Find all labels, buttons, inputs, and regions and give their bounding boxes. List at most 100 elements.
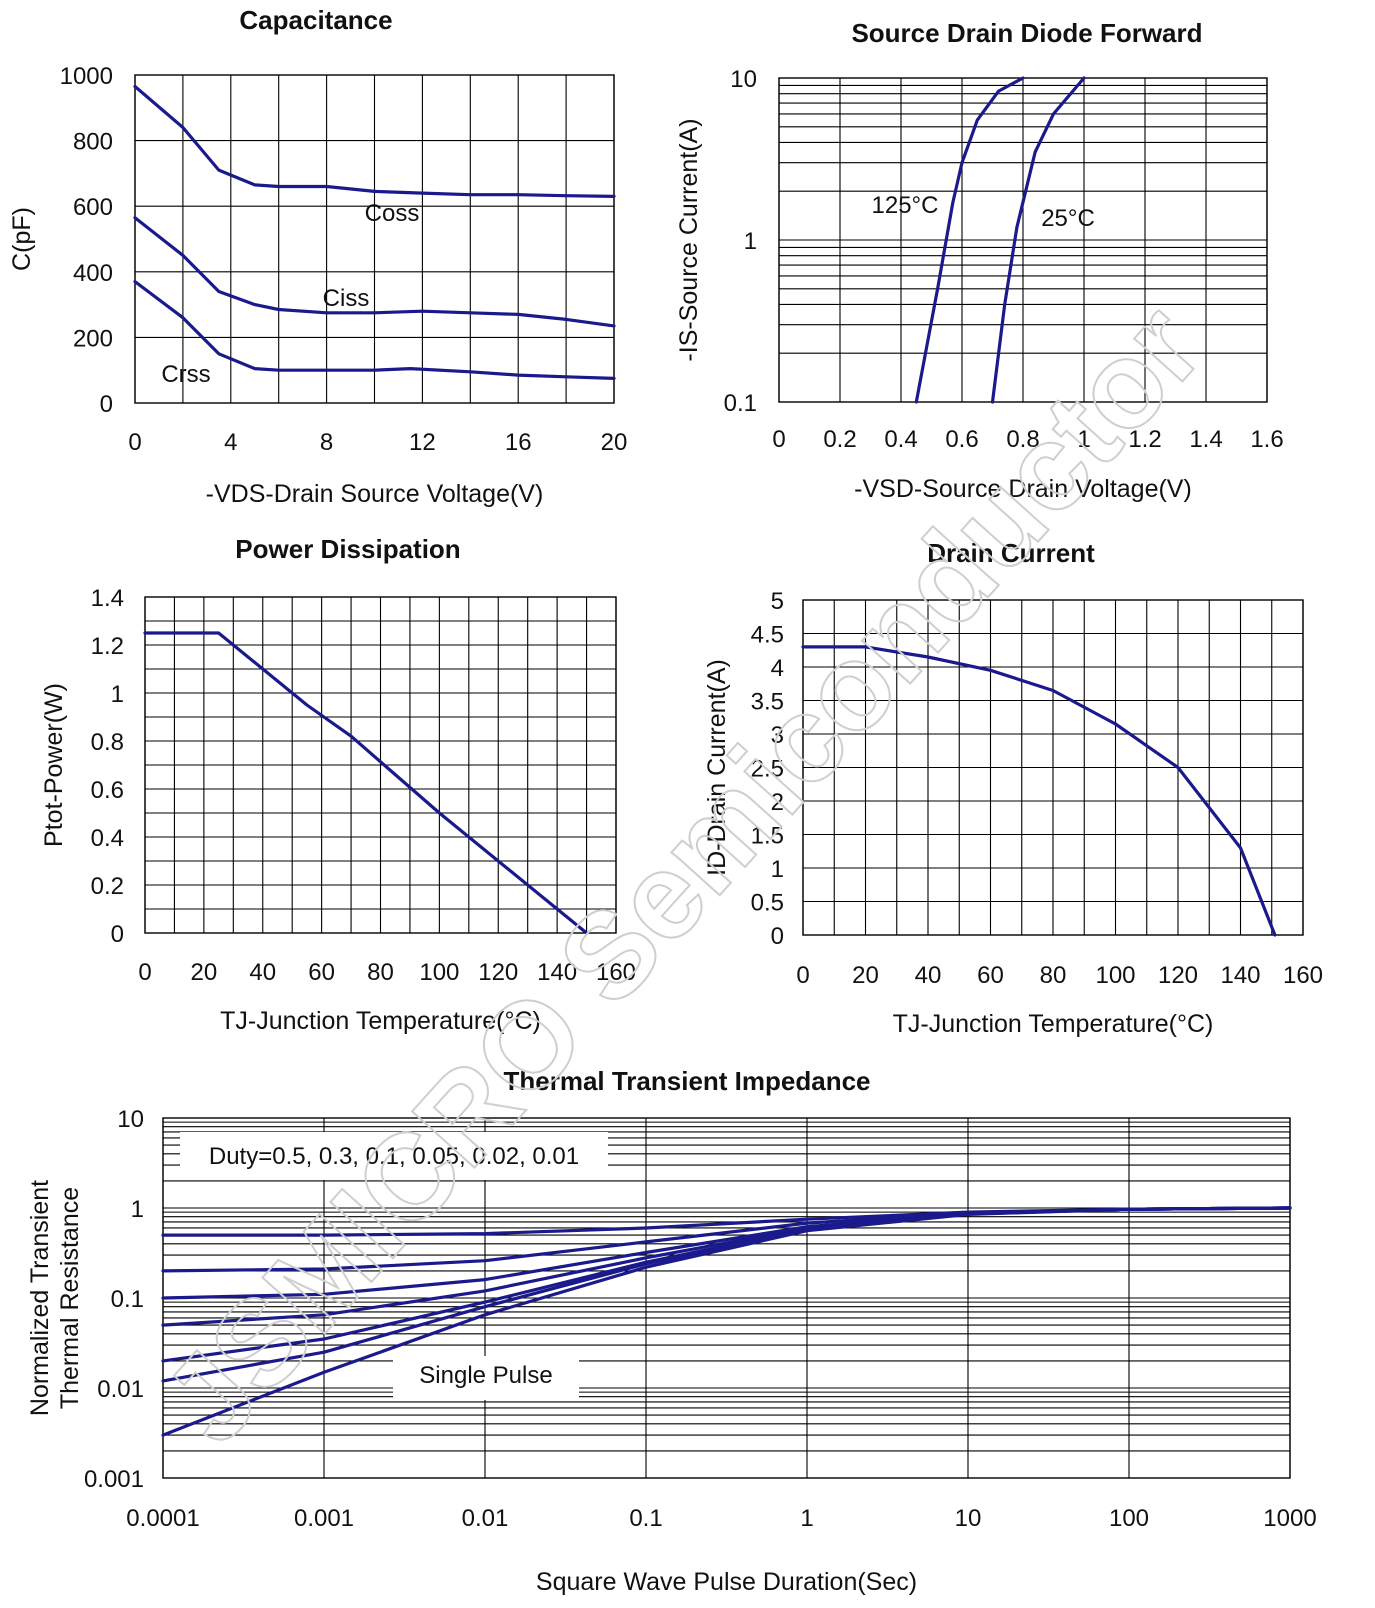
y-tick-label: 1000 xyxy=(60,63,113,90)
x-tick-label: 1 xyxy=(800,1505,813,1532)
series-line-25-c xyxy=(990,76,1086,404)
y-tick-label: 1 xyxy=(744,228,757,255)
chart-title: Power Dissipation xyxy=(235,534,460,564)
chart-panel-5: 0.0001 0.001 0.01 0.1 1 10 100 1000 0.001 0.01 0.1… xyxy=(26,1066,1317,1596)
series-line-1 xyxy=(801,645,1277,937)
x-axis-label: Square Wave Pulse Duration(Sec) xyxy=(536,1568,917,1596)
y-axis-label: C(pF) xyxy=(8,207,36,271)
y-tick-label: 400 xyxy=(73,260,113,287)
chart-panel-2: 0 0.2 0.4 0.6 0.8 1 1.2 1.4 1.6 0.1 1 10 Source Drai… xyxy=(675,18,1284,503)
y-tick-label: 0.001 xyxy=(84,1466,144,1493)
series-line-125-c xyxy=(914,76,1025,404)
x-tick-label: 1.6 xyxy=(1250,426,1283,453)
x-tick-label: 100 xyxy=(1109,1505,1149,1532)
x-tick-label: 20 xyxy=(191,959,218,986)
y-tick-label: 0.01 xyxy=(97,1376,144,1403)
x-tick-label: 16 xyxy=(505,429,532,456)
y-tick-label: 0.6 xyxy=(91,777,124,804)
y-tick-label: 1.5 xyxy=(751,823,784,850)
x-tick-label: 0.6 xyxy=(945,426,978,453)
y-tick-label: 3.5 xyxy=(751,689,784,716)
y-tick-label: 1 xyxy=(131,1196,144,1223)
y-tick-label: 200 xyxy=(73,325,113,352)
gridlines xyxy=(144,596,617,934)
chart-title: Drain Current xyxy=(927,538,1095,568)
x-tick-label: 160 xyxy=(1283,962,1323,989)
duty-annotation: Duty=0.5, 0.3, 0.1, 0.05, 0.02, 0.01 xyxy=(209,1143,579,1170)
y-tick-label: 1.2 xyxy=(91,633,124,660)
series-line-single-pulse xyxy=(161,1206,1292,1437)
x-tick-label: 0.4 xyxy=(884,426,917,453)
x-tick-label: 120 xyxy=(1158,962,1198,989)
chart-title: Capacitance xyxy=(239,5,392,35)
y-tick-label: 1 xyxy=(111,681,124,708)
x-tick-label: 0.8 xyxy=(1006,426,1039,453)
x-tick-label: 1.4 xyxy=(1189,426,1222,453)
plot-frame xyxy=(134,74,615,404)
y-tick-label: 0.1 xyxy=(111,1286,144,1313)
y-axis-label: -IS-Source Current(A) xyxy=(675,118,703,361)
x-tick-label: 100 xyxy=(1095,962,1135,989)
x-tick-label: 140 xyxy=(537,959,577,986)
chart-panel-3: 0 20 40 60 80 100 120 140 160 0 0.2 0.4 0.6 0.8 1 1.2 1.… xyxy=(40,534,636,1035)
y-tick-label: 4 xyxy=(771,655,784,682)
gridlines xyxy=(134,74,615,404)
x-tick-label: 120 xyxy=(478,959,518,986)
y-tick-label: 10 xyxy=(730,66,757,93)
x-tick-label: 0.001 xyxy=(294,1505,354,1532)
x-axis-label: -VDS-Drain Source Voltage(V) xyxy=(206,480,544,508)
series-label: Crss xyxy=(161,361,210,388)
y-axis-label: Normalized Transient xyxy=(26,1180,54,1416)
y-tick-label: 3 xyxy=(771,722,784,749)
x-tick-label: 0.01 xyxy=(462,1505,509,1532)
x-tick-label: 12 xyxy=(409,429,436,456)
y-tick-label: 0 xyxy=(100,391,113,418)
y-tick-label: 0 xyxy=(771,923,784,950)
x-tick-label: 40 xyxy=(249,959,276,986)
series-label: 25°C xyxy=(1041,205,1095,232)
y-axis-label: ID-Drain Current(A) xyxy=(703,659,731,876)
x-tick-label: 0 xyxy=(138,959,151,986)
x-tick-label: 140 xyxy=(1220,962,1260,989)
y-tick-label: 2.5 xyxy=(751,756,784,783)
x-tick-label: 20 xyxy=(852,962,879,989)
y-tick-label: 1.4 xyxy=(91,585,124,612)
x-tick-label: 1000 xyxy=(1263,1505,1316,1532)
x-tick-label: 80 xyxy=(367,959,394,986)
watermark: JSMICRO Semiconductor xyxy=(138,279,1228,1468)
x-tick-label: 80 xyxy=(1040,962,1067,989)
x-tick-label: 0 xyxy=(796,962,809,989)
y-axis-label: Thermal Resistance xyxy=(56,1187,84,1409)
chart-panel-1: 0 4 8 12 16 2002004006008001000Capacitance-VD… xyxy=(8,5,627,508)
chart-panel-4: 0 20 40 60 80 100 120 140 160 0 0.5 1 1.5 2 2.5 3 3.5 4 4.… xyxy=(703,538,1323,1038)
y-tick-label: 0.5 xyxy=(751,890,784,917)
x-tick-label: 160 xyxy=(596,959,636,986)
y-tick-label: 800 xyxy=(73,129,113,156)
y-tick-label: 5 xyxy=(771,588,784,615)
x-tick-label: 10 xyxy=(955,1505,982,1532)
y-tick-label: 0.1 xyxy=(724,390,757,417)
x-tick-label: 100 xyxy=(419,959,459,986)
series-label: 125°C xyxy=(872,192,939,219)
series-line-coss xyxy=(133,84,616,198)
chart-title: Thermal Transient Impedance xyxy=(503,1066,870,1096)
x-tick-label: 0.1 xyxy=(629,1505,662,1532)
y-tick-label: 0.4 xyxy=(91,825,124,852)
plot-frame xyxy=(802,599,1304,936)
annotation-box xyxy=(180,1132,608,1180)
y-tick-label: 2 xyxy=(771,789,784,816)
x-tick-label: 40 xyxy=(915,962,942,989)
series-line-ciss xyxy=(133,216,616,328)
y-tick-label: 0.8 xyxy=(91,729,124,756)
plot-frame xyxy=(144,596,617,934)
annotation-box xyxy=(393,1356,579,1400)
x-tick-label: 1 xyxy=(1077,426,1090,453)
y-tick-label: 0 xyxy=(111,921,124,948)
series-label: Coss xyxy=(365,200,420,227)
series-label: Ciss xyxy=(323,285,370,312)
x-tick-label: 60 xyxy=(308,959,335,986)
y-tick-label: 0.2 xyxy=(91,873,124,900)
series-line-1 xyxy=(143,631,589,935)
x-tick-label: 0.0001 xyxy=(126,1505,199,1532)
